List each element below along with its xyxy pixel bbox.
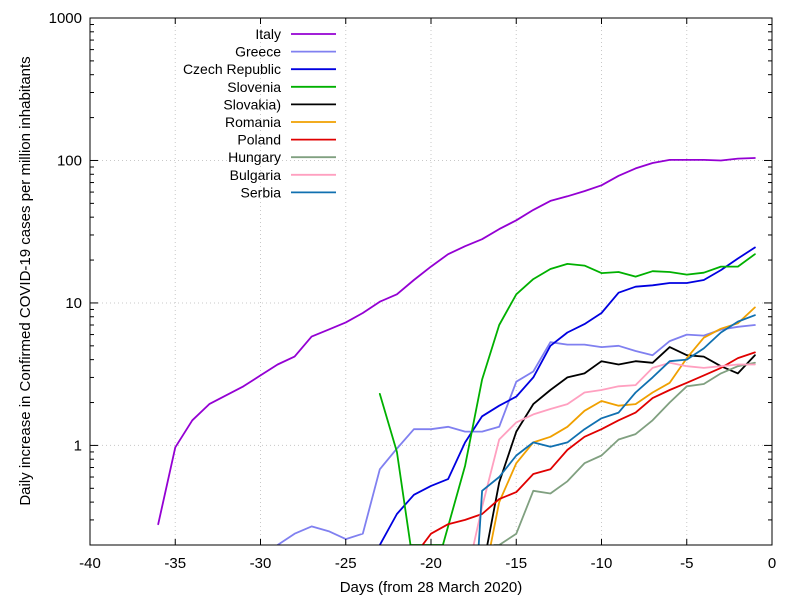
series-line-serbia	[477, 314, 756, 545]
plot-frame	[89, 17, 773, 546]
y-tick-label: 10	[65, 295, 82, 312]
y-axis: 1 10 100 1000	[49, 10, 772, 546]
legend-label: Italy	[255, 26, 281, 42]
x-tick-label: -40	[79, 555, 101, 572]
series-line-hungary	[493, 361, 756, 545]
y-tick-label: 1	[74, 437, 82, 454]
series-line-romania	[489, 306, 756, 545]
x-tick-label: -5	[680, 555, 693, 572]
series-line-slovenia	[378, 253, 756, 545]
y-axis-label: Daily increase in Confirmed COVID-19 cas…	[17, 56, 34, 505]
legend-label: Poland	[237, 132, 281, 148]
series-line-bulgaria	[472, 361, 756, 545]
series-line-italy	[157, 157, 756, 526]
legend-label: Hungary	[228, 149, 281, 165]
legend-label: Czech Republic	[183, 61, 281, 77]
grid-lines	[90, 18, 772, 545]
series-line-slovakia	[486, 346, 756, 545]
x-axis-label: Days (from 28 March 2020)	[340, 579, 523, 596]
y-tick-label: 1000	[49, 10, 82, 27]
series-line-greece	[276, 324, 756, 545]
x-tick-label: -20	[420, 555, 442, 572]
legend-label: Romania	[225, 114, 281, 130]
series-lines	[157, 157, 756, 545]
x-tick-label: -15	[505, 555, 527, 572]
x-tick-label: -30	[250, 555, 272, 572]
legend-label: Greece	[235, 44, 281, 60]
legend-label: Bulgaria	[230, 167, 282, 183]
y-tick-label: 100	[57, 152, 82, 169]
x-axis: -40 -35 -30 -25 -20 -15 -10 -5 0	[79, 18, 776, 572]
x-tick-label: -10	[591, 555, 613, 572]
x-tick-label: -25	[335, 555, 357, 572]
legend-label: Slovakia)	[223, 96, 281, 112]
series-line-czech-republic	[378, 246, 756, 545]
legend-label: Slovenia	[227, 79, 281, 95]
legend-label: Serbia	[241, 184, 282, 200]
x-tick-label: 0	[768, 555, 776, 572]
x-tick-label: -35	[164, 555, 186, 572]
series-line-poland	[421, 351, 756, 545]
